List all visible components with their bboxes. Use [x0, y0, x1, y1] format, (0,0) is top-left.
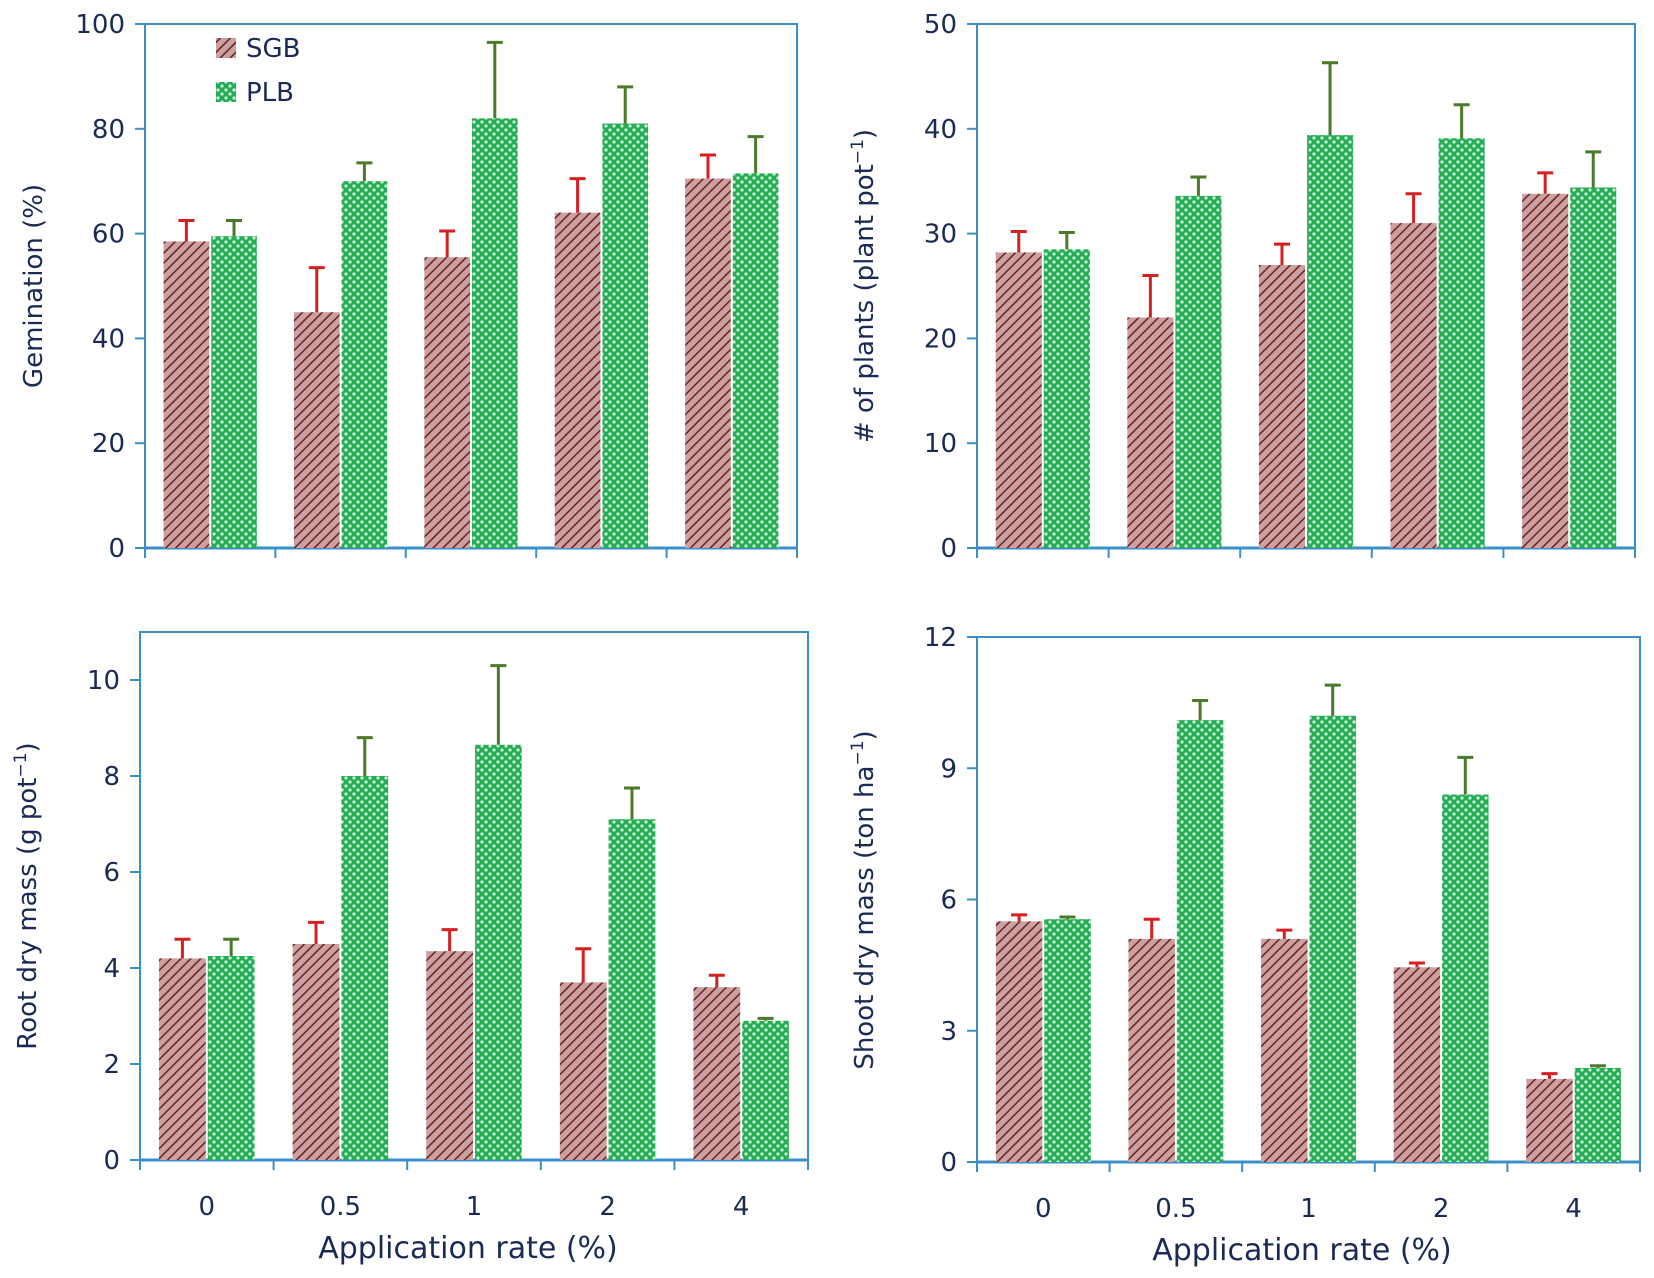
y-tick-label: 8	[103, 762, 120, 792]
y-axis-title: Gemination (%)	[19, 184, 49, 388]
bar-sgb	[424, 257, 470, 548]
x-tick-label: 0.5	[1155, 1194, 1196, 1224]
y-tick-label: 40	[924, 115, 957, 145]
y-tick-label: 6	[103, 858, 120, 888]
y-tick-label: 20	[924, 324, 957, 354]
x-axis-title-right: Application rate (%)	[1152, 1233, 1452, 1268]
bar-sgb	[1127, 317, 1174, 548]
bar-plb	[1044, 919, 1091, 1162]
y-tick-label: 40	[92, 324, 125, 354]
y-tick-label: 4	[103, 954, 120, 984]
bar-plb	[1043, 249, 1090, 548]
bar-plb	[472, 118, 518, 548]
bar-sgb	[1390, 223, 1437, 548]
bar-plb	[207, 956, 255, 1160]
x-tick-label: 0	[199, 1192, 216, 1222]
bar-plb	[732, 173, 779, 548]
bar-plb	[608, 819, 656, 1160]
bar-sgb	[1261, 938, 1308, 1162]
y-tick-label: 6	[940, 886, 957, 916]
panel-germination: 0 20 40 60 80 100 Gemination (%)	[19, 10, 798, 564]
bar-plb	[742, 1020, 789, 1160]
y-tick-label: 30	[924, 220, 957, 250]
y-tick-label: 9	[940, 754, 957, 784]
bar-plb	[1307, 135, 1354, 548]
y-tick-label: 60	[92, 220, 125, 250]
bar-plb	[1570, 187, 1617, 548]
bar-sgb	[995, 921, 1043, 1162]
bar-plb	[1442, 794, 1489, 1162]
y-tick-label: 20	[92, 429, 125, 459]
bar-sgb	[426, 951, 473, 1160]
bar-sgb	[163, 241, 210, 548]
y-tick-label: 12	[924, 623, 957, 653]
bar-plb	[341, 776, 389, 1160]
y-tick-label: 10	[924, 429, 957, 459]
bar-plb	[1176, 720, 1224, 1162]
x-tick-label: 0	[1035, 1194, 1052, 1224]
bar-sgb	[292, 944, 340, 1160]
y-tick-label: 3	[940, 1017, 957, 1047]
legend-label-sgb: SGB	[246, 34, 301, 64]
y-tick-label: 100	[75, 10, 125, 40]
x-tick-label: 4	[1565, 1194, 1582, 1224]
y-axis-title: Root dry mass (g pot−1)	[11, 742, 43, 1049]
y-tick-label: 0	[103, 1146, 120, 1176]
bar-plb	[211, 236, 257, 548]
bar-sgb	[554, 212, 601, 548]
bar-plb	[1438, 138, 1485, 548]
legend-label-plb: PLB	[246, 78, 294, 108]
panel-plants: 0 10 20 30 40 50 # of plants (plant pot−1)	[848, 10, 1636, 564]
bar-plb	[1175, 195, 1222, 548]
legend: SGB PLB	[216, 34, 301, 108]
bar-plb	[602, 123, 649, 548]
legend-swatch-sgb	[216, 38, 236, 58]
bar-sgb	[1258, 265, 1305, 548]
y-tick-label: 0	[940, 534, 957, 564]
x-tick-label: 2	[1433, 1194, 1450, 1224]
x-tick-label: 2	[599, 1192, 616, 1222]
bar-sgb	[1393, 967, 1441, 1162]
x-axis-title-left: Application rate (%)	[318, 1231, 618, 1266]
bar-plb	[1574, 1067, 1622, 1162]
x-tick-label: 4	[733, 1192, 750, 1222]
x-tick-label: 1	[1300, 1194, 1317, 1224]
y-tick-label: 10	[87, 666, 120, 696]
bar-sgb	[1526, 1078, 1573, 1162]
bar-sgb	[685, 178, 731, 548]
bar-sgb	[159, 958, 206, 1160]
bar-sgb	[995, 252, 1042, 549]
x-tick-label: 0.5	[320, 1192, 361, 1222]
y-tick-label: 0	[108, 534, 125, 564]
panel-root-dry-mass: 0 2 4 6 8 10 Root dry mass (g pot−1) 0 0.5 1 2 4	[11, 631, 809, 1222]
y-axis-title: Shoot dry mass (ton ha−1)	[848, 730, 880, 1069]
bar-plb	[1309, 715, 1356, 1162]
bar-sgb	[693, 987, 741, 1160]
bar-sgb	[1128, 938, 1175, 1162]
x-tick-label: 1	[466, 1192, 483, 1222]
legend-swatch-plb	[216, 82, 236, 102]
y-axis-title: # of plants (plant pot−1)	[848, 129, 880, 443]
y-tick-label: 50	[924, 10, 957, 40]
bar-plb	[341, 181, 388, 548]
y-tick-label: 0	[940, 1148, 957, 1178]
y-tick-label: 2	[103, 1050, 120, 1080]
bar-plb	[475, 744, 522, 1160]
bar-sgb	[293, 312, 340, 548]
y-tick-label: 80	[92, 115, 125, 145]
bar-sgb	[1522, 193, 1569, 548]
bar-sgb	[559, 982, 607, 1160]
